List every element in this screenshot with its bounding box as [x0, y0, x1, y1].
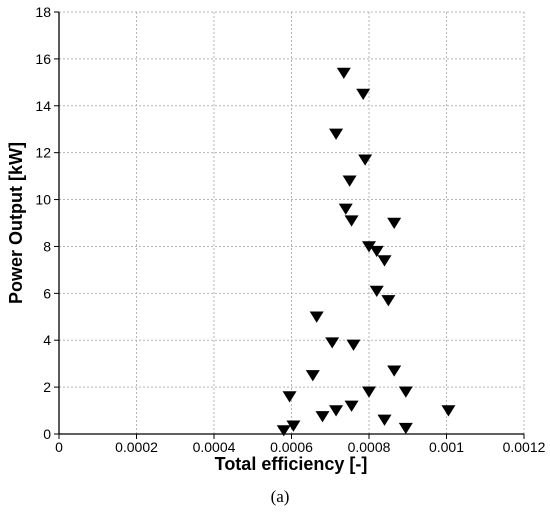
- data-point: [276, 425, 291, 437]
- x-tick-label: 0: [55, 439, 63, 455]
- data-point: [377, 255, 392, 267]
- data-point: [342, 175, 357, 187]
- data-point: [377, 414, 392, 426]
- axes: [58, 12, 524, 435]
- x-tick-label: 0.0008: [348, 439, 391, 455]
- data-point: [344, 215, 359, 227]
- y-tick-label: 6: [43, 285, 51, 301]
- data-point: [369, 245, 384, 258]
- data-point: [325, 337, 340, 349]
- x-tick-labels: 0 0.0002 0.0004 0.0006 0.0008 0.001 0.0012: [55, 439, 546, 455]
- data-point: [344, 400, 359, 412]
- data-point: [358, 154, 373, 166]
- y-tick-label: 8: [43, 238, 51, 254]
- data-point: [305, 370, 320, 382]
- y-tick-label: 4: [43, 332, 51, 348]
- data-point: [398, 386, 413, 398]
- x-tick-label: 0.0012: [503, 439, 546, 455]
- figure-caption: (a): [271, 487, 290, 506]
- data-point: [369, 285, 384, 297]
- y-tick-label: 16: [35, 51, 51, 67]
- y-tick-label: 12: [35, 145, 51, 161]
- data-point: [387, 365, 402, 377]
- data-point: [329, 405, 344, 417]
- data-point: [441, 405, 456, 417]
- data-point: [286, 420, 301, 432]
- data-points: [276, 67, 456, 437]
- data-point: [338, 203, 353, 215]
- y-tick-label: 18: [35, 4, 51, 20]
- data-point: [346, 339, 361, 351]
- data-point: [398, 422, 413, 435]
- data-point: [387, 217, 402, 229]
- data-point: [362, 386, 376, 398]
- grid-lines: [54, 11, 525, 439]
- x-axis-title: Total efficiency [-]: [215, 454, 368, 474]
- x-tick-label: 0.0002: [115, 439, 158, 455]
- data-point: [282, 391, 297, 403]
- x-tick-label: 0.0004: [193, 439, 236, 455]
- y-tick-label: 0: [43, 426, 51, 442]
- x-tick-label: 0.0006: [270, 439, 313, 455]
- data-point: [362, 241, 376, 253]
- y-tick-label: 14: [35, 98, 51, 114]
- data-point: [309, 311, 324, 323]
- data-point: [329, 128, 344, 140]
- data-point: [315, 411, 330, 423]
- y-tick-label: 2: [43, 379, 51, 395]
- y-axis-title: Power Output [kW]: [6, 142, 26, 304]
- x-tick-label: 0.001: [429, 439, 464, 455]
- data-point: [336, 67, 351, 79]
- y-tick-label: 10: [35, 192, 51, 208]
- data-point: [381, 295, 396, 307]
- y-tick-labels: 0 2 4 6 8 10 12 14 16 18: [35, 4, 51, 442]
- data-point: [356, 88, 371, 101]
